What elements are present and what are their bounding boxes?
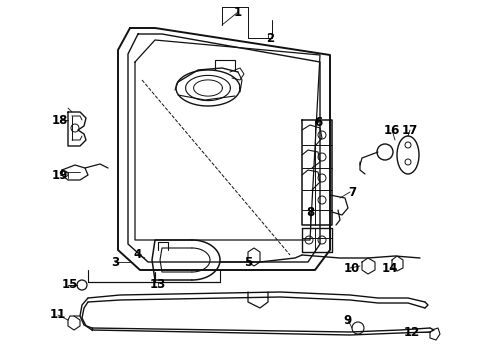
Text: 14: 14 xyxy=(382,261,398,275)
Text: 10: 10 xyxy=(344,261,360,275)
Text: 12: 12 xyxy=(404,325,420,338)
Text: 6: 6 xyxy=(314,116,322,129)
Text: 5: 5 xyxy=(244,256,252,269)
Text: 7: 7 xyxy=(348,185,356,198)
Text: 17: 17 xyxy=(402,123,418,136)
Text: 13: 13 xyxy=(150,279,166,292)
Text: 9: 9 xyxy=(344,314,352,327)
Text: 3: 3 xyxy=(111,256,119,269)
Text: 4: 4 xyxy=(134,248,142,261)
Text: 8: 8 xyxy=(306,206,314,219)
Text: 18: 18 xyxy=(52,113,68,126)
Text: 19: 19 xyxy=(52,168,68,181)
Text: 1: 1 xyxy=(234,5,242,18)
Text: 15: 15 xyxy=(62,279,78,292)
Text: 11: 11 xyxy=(50,309,66,321)
Text: 16: 16 xyxy=(384,123,400,136)
Text: 2: 2 xyxy=(266,32,274,45)
